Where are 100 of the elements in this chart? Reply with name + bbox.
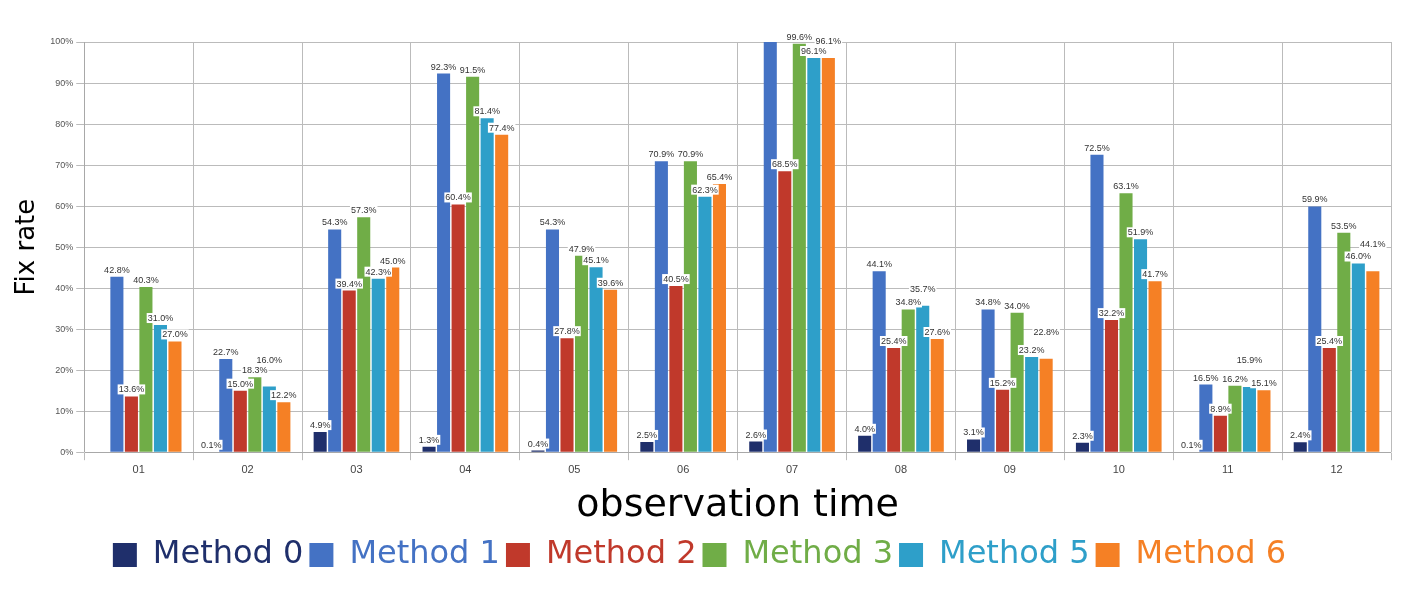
data-label: 63.1% xyxy=(1113,181,1139,192)
data-label: 45.1% xyxy=(583,255,609,266)
x-tick-label: 02 xyxy=(241,462,254,475)
data-label: 1.3% xyxy=(418,434,440,445)
data-label: 16.5% xyxy=(1193,372,1219,383)
bar xyxy=(749,441,763,452)
bar xyxy=(495,134,509,452)
data-label: 57.3% xyxy=(350,205,377,216)
bar xyxy=(996,389,1010,452)
data-label: 15.1% xyxy=(1251,378,1277,389)
data-label: 31.0% xyxy=(147,313,174,324)
data-label: 2.3% xyxy=(1072,430,1093,441)
data-label: 12.2% xyxy=(271,390,297,401)
data-label: 16.2% xyxy=(1222,373,1248,384)
data-label: 22.7% xyxy=(213,347,239,358)
data-label: 68.5% xyxy=(772,159,798,170)
data-label: 77.4% xyxy=(488,122,515,133)
y-tick-label: 20% xyxy=(55,364,74,375)
bar xyxy=(967,439,981,452)
data-label: 25.4% xyxy=(1316,335,1343,346)
data-label: 34.8% xyxy=(895,297,921,308)
data-label: 42.3% xyxy=(365,266,392,277)
bar xyxy=(342,290,356,452)
bar xyxy=(1039,358,1053,452)
data-label: 15.9% xyxy=(1236,354,1263,365)
bar xyxy=(604,289,618,452)
y-tick-label: 10% xyxy=(55,405,74,416)
data-label: 15.2% xyxy=(989,377,1016,388)
bar xyxy=(1242,386,1256,452)
bar xyxy=(124,396,138,452)
data-label: 96.1% xyxy=(815,35,842,46)
legend-label: Method 6 xyxy=(1135,533,1287,572)
legend-label: Method 0 xyxy=(152,533,304,572)
data-label: 39.4% xyxy=(336,278,362,289)
bar xyxy=(371,278,385,452)
data-label: 44.1% xyxy=(866,259,892,270)
y-tick-label: 60% xyxy=(55,200,74,211)
data-label: 34.8% xyxy=(975,297,1001,308)
data-label: 27.0% xyxy=(162,329,188,340)
data-label: 62.3% xyxy=(692,184,718,195)
data-label: 0.1% xyxy=(1181,439,1202,450)
bar xyxy=(451,204,465,452)
data-label: 2.6% xyxy=(745,429,767,440)
x-tick-label: 09 xyxy=(1003,462,1016,475)
data-label: 54.3% xyxy=(539,217,566,228)
bar xyxy=(313,432,327,452)
data-label: 65.4% xyxy=(706,171,733,182)
legend-label: Method 3 xyxy=(742,533,894,572)
data-label: 91.5% xyxy=(459,64,486,75)
x-tick-label: 11 xyxy=(1221,462,1234,475)
data-label: 23.2% xyxy=(1018,345,1045,356)
data-label: 47.9% xyxy=(568,243,595,254)
bar xyxy=(1025,357,1039,452)
bar xyxy=(277,402,291,452)
bar xyxy=(233,390,247,452)
data-label: 40.5% xyxy=(663,274,689,285)
y-tick-label: 40% xyxy=(55,282,74,293)
x-tick-label: 01 xyxy=(132,462,145,475)
bar xyxy=(1366,271,1380,452)
data-label: 99.6% xyxy=(786,31,813,42)
bar xyxy=(560,338,574,452)
data-label: 8.9% xyxy=(1210,403,1231,414)
data-label: 27.6% xyxy=(924,326,951,337)
x-tick-label: 07 xyxy=(785,462,799,475)
data-label: 22.8% xyxy=(1033,326,1059,337)
data-label: 2.4% xyxy=(1289,430,1311,441)
data-label: 4.0% xyxy=(854,423,875,434)
data-label: 4.9% xyxy=(309,420,331,431)
data-label: 2.5% xyxy=(636,429,658,440)
data-label: 40.3% xyxy=(133,274,159,285)
legend-label: Method 5 xyxy=(939,533,1090,572)
y-tick-label: 80% xyxy=(55,118,74,129)
data-label: 46.0% xyxy=(1345,251,1372,262)
data-label: 25.4% xyxy=(880,335,907,346)
data-label: 51.9% xyxy=(1127,227,1154,238)
data-label: 32.2% xyxy=(1098,308,1125,319)
data-label: 18.3% xyxy=(242,365,268,376)
data-label: 27.8% xyxy=(554,326,580,337)
data-label: 0.4% xyxy=(527,438,549,449)
data-label: 44.1% xyxy=(1360,239,1386,250)
x-axis-title: observation time xyxy=(576,481,899,526)
x-tick-label: 06 xyxy=(677,462,690,475)
data-label: 70.9% xyxy=(648,149,675,160)
y-tick-label: 70% xyxy=(55,159,74,170)
data-label: 34.0% xyxy=(1004,300,1030,311)
bar xyxy=(858,435,872,452)
x-tick-label: 04 xyxy=(459,462,472,475)
bar xyxy=(640,441,654,452)
data-label: 3.1% xyxy=(963,427,984,438)
data-label: 15.0% xyxy=(227,378,254,389)
data-label: 45.0% xyxy=(380,255,406,266)
bar xyxy=(168,341,182,452)
bar xyxy=(821,58,835,452)
bar xyxy=(1148,281,1162,452)
data-label: 42.8% xyxy=(104,264,130,275)
bar xyxy=(1075,442,1089,452)
bar xyxy=(778,171,792,452)
x-tick-label: 10 xyxy=(1112,462,1125,475)
bar xyxy=(1293,442,1307,452)
bar xyxy=(1257,390,1271,452)
